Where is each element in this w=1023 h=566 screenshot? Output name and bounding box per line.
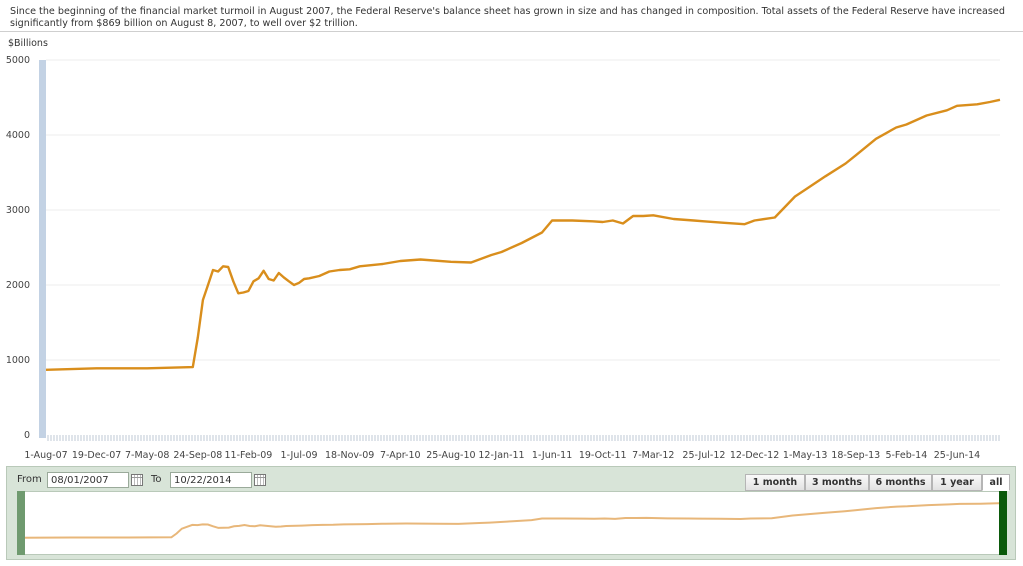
zoom-1-year-button[interactable]: 1 year xyxy=(932,474,982,491)
navigator-series xyxy=(19,502,1005,539)
y-tick-label: 3000 xyxy=(6,205,30,216)
x-minor-ticks xyxy=(47,435,1000,441)
zoom-3-months-button[interactable]: 3 months xyxy=(805,474,869,491)
from-date-input[interactable] xyxy=(47,472,129,488)
y-tick-label: 0 xyxy=(24,430,30,441)
x-tick-label: 7-May-08 xyxy=(125,450,169,461)
grid-lines xyxy=(46,59,1000,361)
x-tick-label: 7-Apr-10 xyxy=(380,450,421,461)
intro-text: Since the beginning of the financial mar… xyxy=(10,6,1005,29)
x-tick-label: 1-May-13 xyxy=(783,450,827,461)
navigator-plot xyxy=(17,491,1007,555)
x-tick-label: 25-Aug-10 xyxy=(426,450,475,461)
zoom-1-month-button[interactable]: 1 month xyxy=(745,474,805,491)
from-calendar-icon[interactable] xyxy=(131,474,143,486)
navigator-right-handle[interactable] xyxy=(999,491,1007,555)
x-tick-label: 12-Dec-12 xyxy=(730,450,779,461)
navigator-line xyxy=(19,502,1005,539)
navigator-left-handle[interactable] xyxy=(17,491,25,555)
x-tick-label: 19-Oct-11 xyxy=(579,450,627,461)
x-tick-label: 18-Nov-09 xyxy=(325,450,374,461)
zoom-all-button[interactable]: all xyxy=(982,474,1010,491)
balance-sheet-chart: $Billions 0 1000 2000 3000 4000 5000 1-Aug-07… xyxy=(6,38,1001,461)
intro-divider xyxy=(0,31,1023,32)
x-tick-label: 12-Jan-11 xyxy=(478,450,524,461)
x-tick-labels: 1-Aug-07 19-Dec-07 7-May-08 24-Sep-08 11-Feb… xyxy=(24,450,980,461)
y-tick-labels: 0 1000 2000 3000 4000 5000 xyxy=(6,55,30,441)
y-tick-label: 1000 xyxy=(6,355,30,366)
x-tick-label: 19-Dec-07 xyxy=(72,450,121,461)
to-label: To xyxy=(151,474,162,485)
zoom-6-months-button[interactable]: 6 months xyxy=(869,474,932,491)
y-axis-label: $Billions xyxy=(8,38,48,49)
x-tick-label: 25-Jun-14 xyxy=(934,450,980,461)
to-date-input[interactable] xyxy=(170,472,252,488)
x-tick-label: 1-Jun-11 xyxy=(532,450,572,461)
x-tick-label: 11-Feb-09 xyxy=(225,450,273,461)
x-tick-label: 18-Sep-13 xyxy=(831,450,880,461)
x-tick-label: 1-Aug-07 xyxy=(24,450,67,461)
y-tick-label: 4000 xyxy=(6,130,30,141)
x-tick-label: 7-Mar-12 xyxy=(632,450,674,461)
y-tick-label: 2000 xyxy=(6,280,30,291)
x-tick-label: 5-Feb-14 xyxy=(885,450,927,461)
x-tick-label: 24-Sep-08 xyxy=(173,450,222,461)
total-assets-line xyxy=(45,98,1001,371)
x-tick-label: 1-Jul-09 xyxy=(281,450,318,461)
to-calendar-icon[interactable] xyxy=(254,474,266,486)
range-navigator: From To 1 month 3 months 6 months 1 year… xyxy=(6,466,1016,560)
y-tick-label: 5000 xyxy=(6,55,30,66)
y-axis-bar xyxy=(39,60,46,438)
x-tick-label: 25-Jul-12 xyxy=(682,450,725,461)
from-label: From xyxy=(17,474,42,485)
